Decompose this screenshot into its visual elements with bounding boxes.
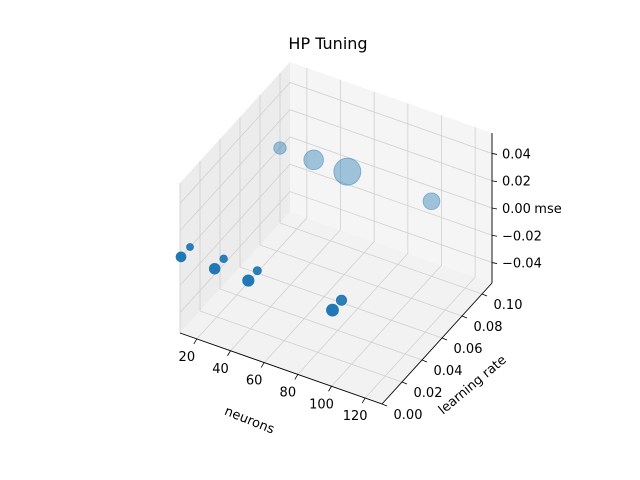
- x-tick-mark: [227, 350, 231, 356]
- z-tick-label: 0.02: [502, 175, 531, 190]
- x-tick-label: 20: [179, 350, 196, 365]
- z-tick-label: 0.04: [502, 147, 531, 162]
- x-grid-line: [196, 67, 308, 340]
- z-tick-mark: [491, 234, 498, 237]
- z-tick-label: −0.02: [502, 229, 542, 244]
- x-grid-line: [364, 127, 476, 399]
- z-tick-label: 0.00: [502, 202, 531, 217]
- y-tick-label: 0.00: [394, 408, 423, 423]
- data-points: [175, 141, 441, 317]
- x-grid-line: [263, 91, 375, 363]
- z-tick-mark: [491, 153, 498, 155]
- y-tick-mark: [421, 359, 428, 363]
- x-tick-mark: [260, 362, 265, 368]
- y-tick-label: 0.06: [454, 342, 483, 357]
- y-tick-mark: [441, 337, 448, 341]
- data-point: [422, 192, 441, 211]
- y-tick-label: 0.04: [434, 364, 463, 379]
- axis-panes: [180, 62, 492, 404]
- x-tick-mark: [294, 374, 299, 380]
- y-tick-mark: [481, 293, 488, 297]
- y-grid-line: [259, 95, 463, 317]
- data-point: [175, 251, 187, 263]
- tick-labels: 20 40 60 80 100 120 0.00 0.02 0.04 0.06 0.08 0.10 −0…: [179, 147, 542, 424]
- y-tick-label: 0.10: [494, 298, 523, 313]
- x-grid-line: [297, 103, 409, 375]
- y-tick-mark: [401, 381, 408, 385]
- data-point: [333, 157, 362, 186]
- z-axis-label: mse: [534, 202, 561, 217]
- chart-title: HP Tuning: [288, 34, 367, 53]
- x-tick-mark: [328, 386, 332, 392]
- x-grid-line: [230, 79, 341, 352]
- data-point: [242, 274, 255, 287]
- x-grid-line: [331, 115, 442, 387]
- y-grid-line: [199, 161, 403, 383]
- z-grid-line: [179, 136, 493, 259]
- data-point: [303, 149, 324, 171]
- x-tick-label: 120: [343, 409, 368, 424]
- data-point: [326, 303, 339, 317]
- x-tick-label: 60: [246, 374, 263, 389]
- y-grid-line: [279, 73, 483, 295]
- z-tick-label: −0.04: [502, 257, 542, 272]
- x-tick-label: 80: [280, 385, 297, 400]
- x-tick-label: 100: [309, 397, 334, 412]
- data-point: [219, 254, 228, 264]
- z-grid-line: [179, 81, 493, 204]
- x-axis-label: neurons: [222, 404, 277, 438]
- y-axis-line: [381, 282, 493, 405]
- x-tick-label: 40: [212, 362, 229, 377]
- y-tick-mark: [381, 403, 388, 407]
- y-tick-label: 0.08: [474, 320, 503, 335]
- y-tick-mark: [461, 315, 468, 319]
- data-point: [252, 266, 262, 276]
- data-point: [273, 141, 287, 155]
- y-grid-line: [239, 117, 443, 339]
- data-point: [335, 294, 348, 306]
- z-tick-mark: [491, 207, 498, 210]
- data-point: [208, 263, 221, 275]
- z-grid-line: [179, 163, 493, 286]
- y-grid-line: [219, 139, 423, 361]
- x-tick-mark: [361, 397, 366, 404]
- y-axis-label: learning rate: [436, 353, 510, 418]
- x-tick-mark: [193, 338, 198, 345]
- y-tick-label: 0.02: [414, 386, 443, 401]
- z-grid-line: [179, 109, 493, 231]
- z-tick-mark: [491, 262, 498, 264]
- data-point: [186, 243, 194, 251]
- z-tick-mark: [491, 180, 498, 183]
- x-axis-line: [179, 332, 383, 405]
